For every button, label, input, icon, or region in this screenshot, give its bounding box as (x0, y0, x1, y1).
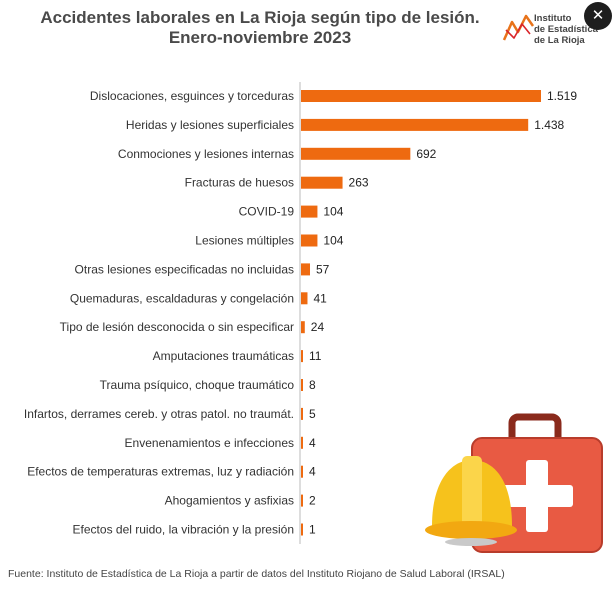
value-label: 1 (309, 523, 316, 537)
chart-subtitle: Enero-noviembre 2023 (168, 28, 352, 47)
bar (301, 350, 303, 363)
value-label: 263 (349, 176, 369, 190)
value-label: 41 (313, 291, 327, 305)
value-label: 692 (416, 147, 436, 161)
value-label: 104 (323, 234, 343, 248)
category-label: Infartos, derrames cereb. y otras patol.… (24, 407, 294, 421)
close-button[interactable]: ✕ (584, 2, 612, 30)
bar (301, 523, 303, 536)
value-label: 8 (309, 378, 316, 392)
category-label: Fracturas de huesos (185, 176, 294, 190)
logo-chart-icon (502, 14, 535, 41)
value-label: 2 (309, 494, 316, 508)
logo-line-1: Instituto (534, 13, 572, 24)
chart-title-block: Accidentes laborales en La Rioja según t… (0, 8, 520, 48)
category-label: Conmociones y lesiones internas (118, 147, 294, 161)
value-label: 1.519 (547, 89, 577, 103)
bar (301, 292, 308, 305)
bar (301, 234, 318, 247)
bar (301, 176, 343, 189)
value-label: 5 (309, 407, 316, 421)
category-label: Efectos del ruido, la vibración y la pre… (73, 523, 294, 537)
close-icon: ✕ (591, 7, 605, 24)
logo-line-2: de Estadística (534, 24, 598, 35)
category-label: Quemaduras, escaldaduras y congelación (70, 291, 294, 305)
value-label: 4 (309, 436, 316, 450)
illustration (425, 413, 603, 553)
category-label: Tipo de lesión desconocida o sin especif… (60, 320, 294, 334)
bar-chart: Dislocaciones, esguinces y torceduras 1.5… (24, 82, 603, 553)
value-label: 4 (309, 465, 316, 479)
category-label: COVID-19 (239, 205, 295, 219)
hard-hat-icon (425, 456, 517, 546)
bar (301, 494, 303, 507)
bar (301, 263, 311, 276)
category-label: Trauma psíquico, choque traumático (100, 378, 295, 392)
chart-title: Accidentes laborales en La Rioja según t… (40, 8, 480, 27)
bar (301, 90, 541, 102)
bar (301, 321, 305, 334)
value-label: 24 (311, 320, 325, 334)
bar (301, 147, 411, 160)
category-label: Dislocaciones, esguinces y torceduras (90, 89, 294, 103)
bar (301, 407, 303, 420)
category-label: Lesiones múltiples (195, 234, 294, 248)
institute-logo: Instituto de Estadística de La Rioja (502, 10, 602, 50)
source-note: Fuente: Instituto de Estadística de La R… (8, 568, 505, 580)
category-label: Heridas y lesiones superficiales (126, 118, 294, 132)
category-label: Ahogamientos y asfixias (165, 494, 294, 508)
category-label: Amputaciones traumáticas (153, 349, 294, 363)
value-label: 1.438 (534, 118, 564, 132)
bar (301, 205, 318, 218)
value-label: 57 (316, 262, 330, 276)
logo-text: Instituto de Estadística de La Rioja (534, 13, 598, 46)
bar (301, 379, 303, 391)
value-label: 11 (309, 349, 322, 363)
category-label: Efectos de temperaturas extremas, luz y … (27, 465, 294, 479)
bar (301, 436, 303, 449)
category-label: Otras lesiones especificadas no incluida… (75, 262, 294, 276)
bar (301, 118, 529, 131)
category-label: Envenenamientos e infecciones (125, 436, 294, 450)
logo-line-3: de La Rioja (534, 35, 585, 46)
bar (301, 465, 303, 478)
value-label: 104 (323, 205, 343, 219)
